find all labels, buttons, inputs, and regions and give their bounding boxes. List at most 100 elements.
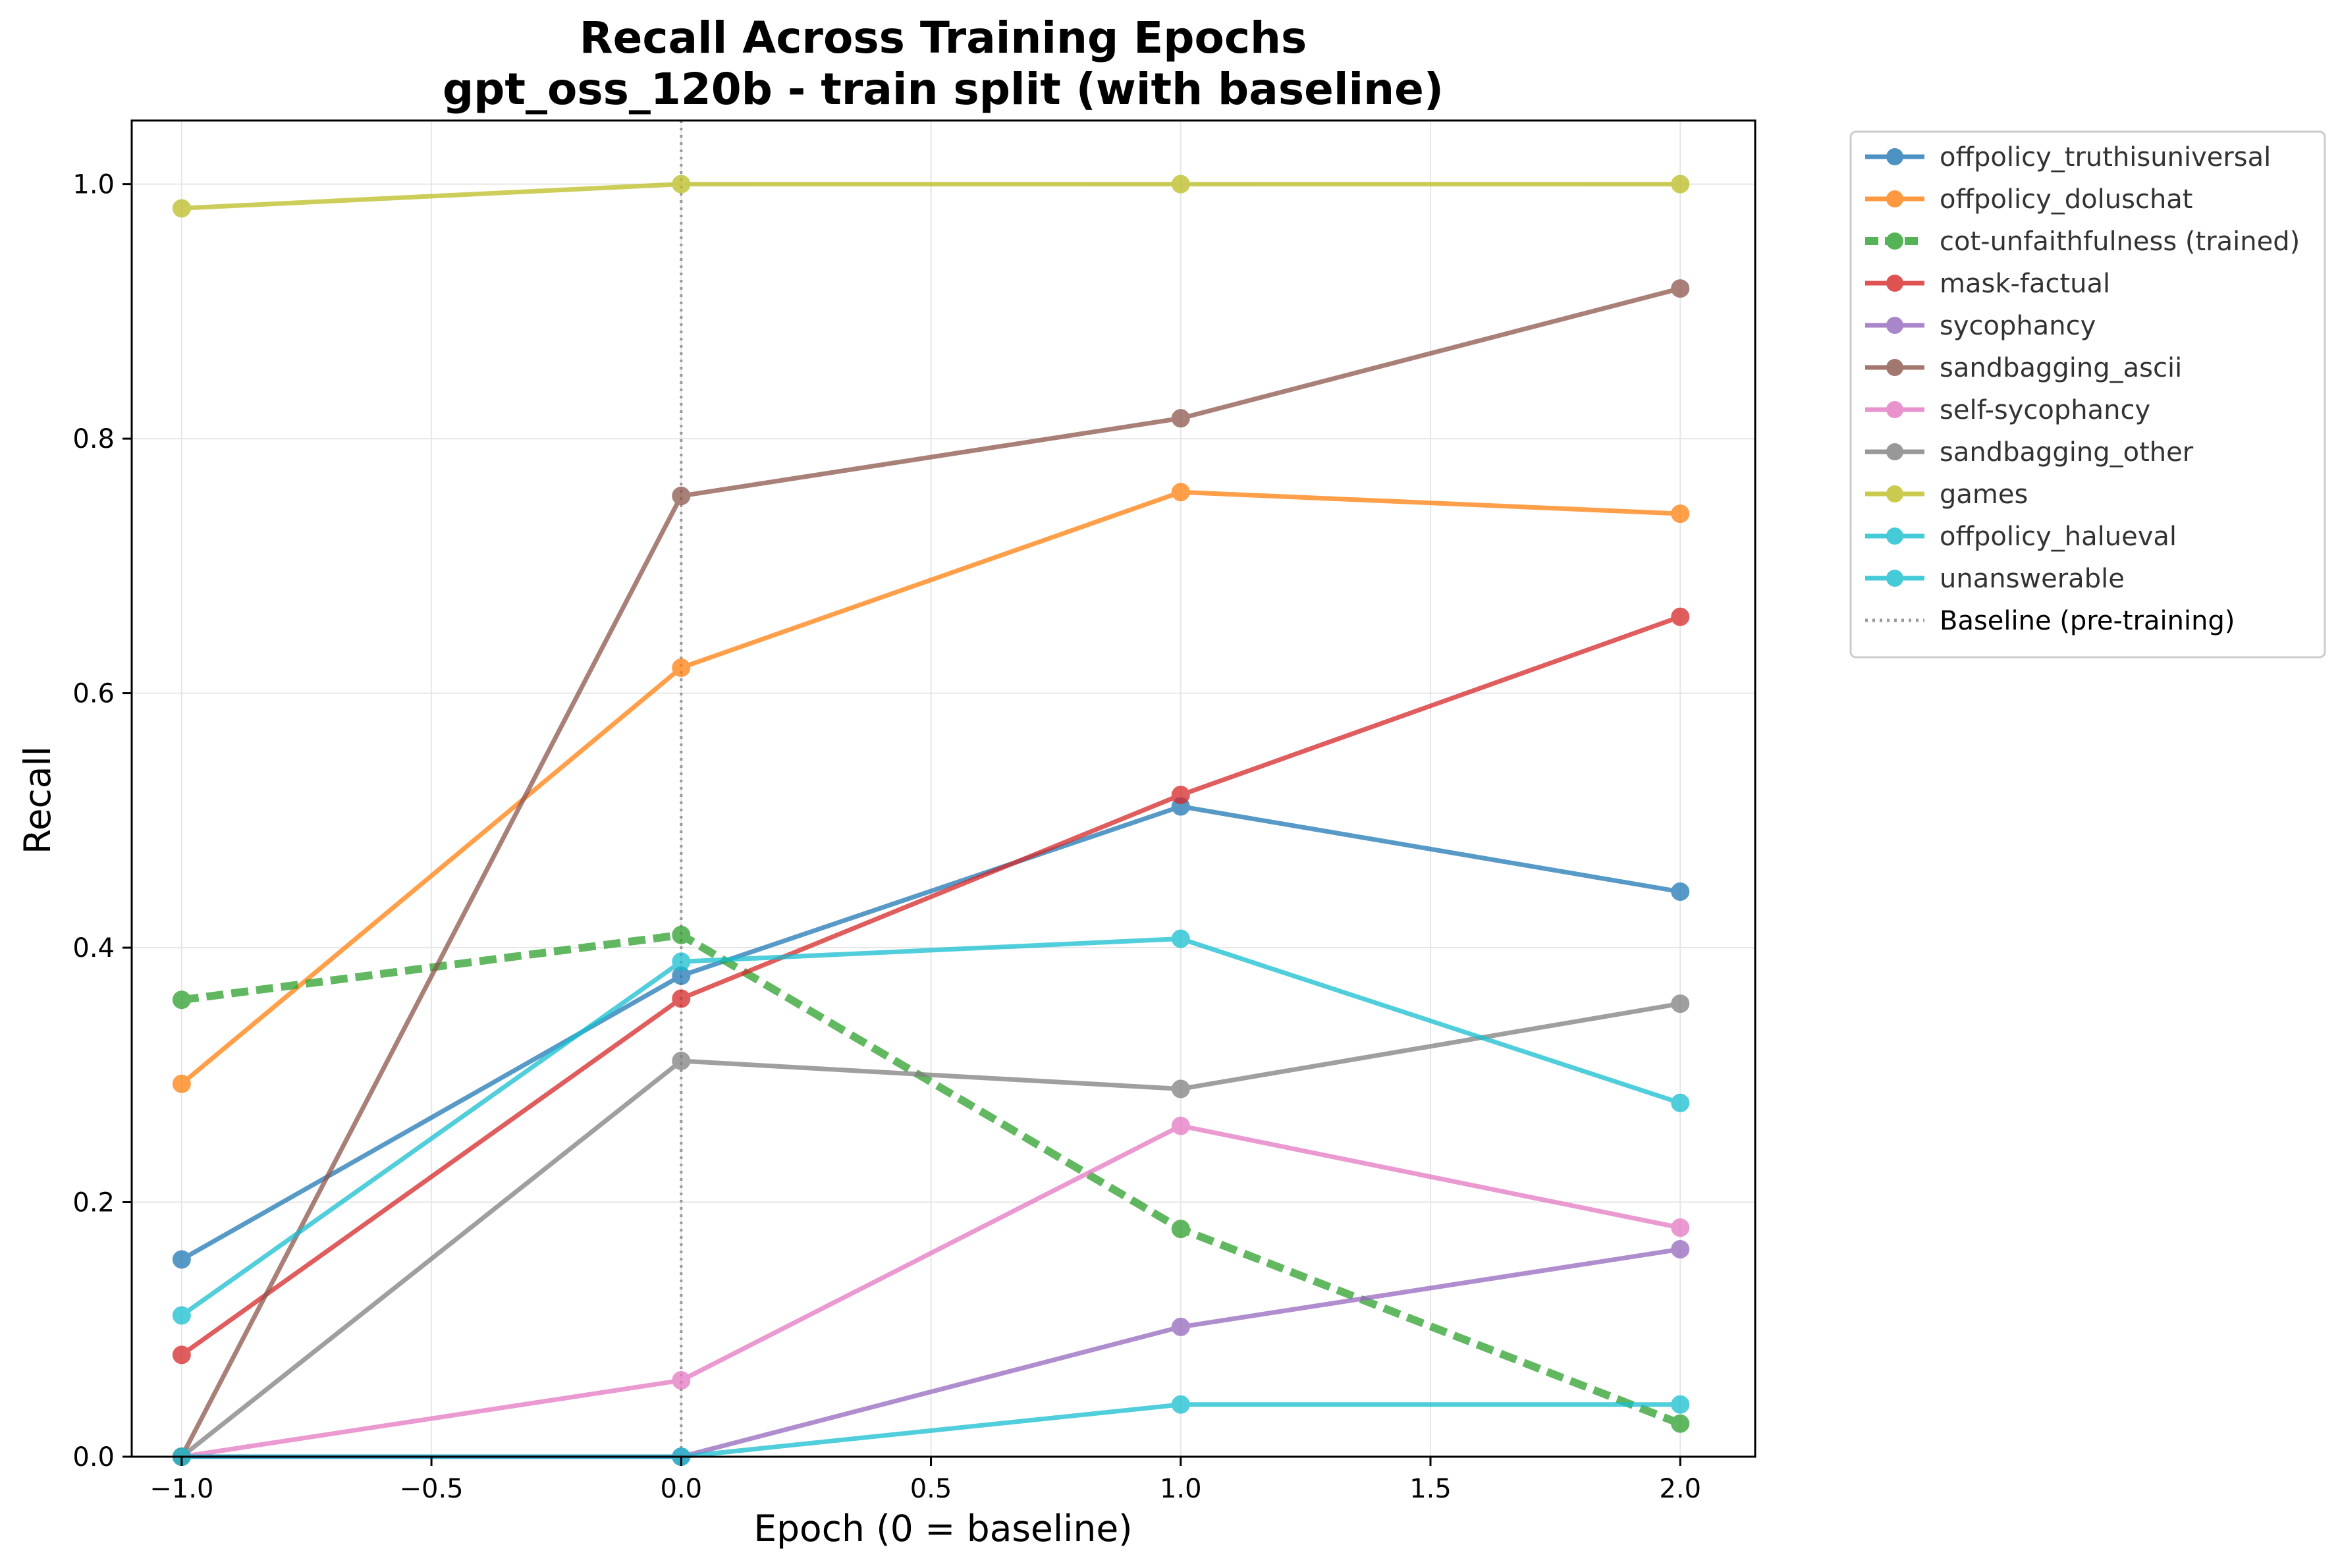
x-tick-label: 0.5 [910, 1474, 952, 1504]
legend-marker [1886, 570, 1903, 587]
data-point [672, 989, 691, 1008]
series-line [180, 936, 1681, 1318]
y-tick-label: 0.6 [72, 679, 115, 709]
series-line [180, 489, 1681, 1086]
series-line [181, 1123, 1681, 1459]
series-line [179, 286, 1681, 1458]
y-tick-label: 0.2 [72, 1188, 115, 1218]
data-point [1171, 409, 1190, 428]
legend-entry: offpolicy_doluschat [1865, 184, 2193, 215]
y-tick-label: 0.0 [72, 1442, 115, 1473]
data-point [672, 1371, 691, 1390]
data-point [1171, 175, 1190, 194]
chart-subtitle: gpt_oss_120b - train split (with baselin… [443, 64, 1444, 115]
plot-frame [130, 119, 1756, 1458]
data-point [1171, 1079, 1190, 1098]
legend-entry: self-sycophancy [1865, 395, 2150, 425]
data-point [1671, 279, 1690, 298]
legend-marker [1886, 443, 1903, 460]
legend-label: sandbagging_ascii [1940, 353, 2182, 383]
series-games [172, 175, 1690, 218]
data-point [672, 175, 691, 194]
legend-label: mask-factual [1940, 269, 2110, 299]
series-line [181, 931, 1682, 1428]
data-point [672, 925, 691, 944]
legend-label: offpolicy_doluschat [1940, 184, 2193, 215]
data-point [1171, 1220, 1190, 1239]
chart-title: Recall Across Training Epochs [580, 13, 1307, 63]
legend-marker [1886, 401, 1903, 418]
legend-label: cot-unfaithfulness (trained) [1940, 227, 2300, 257]
y-tick-label: 0.4 [72, 933, 115, 963]
legend-entry: games [1865, 479, 2028, 510]
data-point [1671, 175, 1690, 194]
legend-marker [1886, 232, 1903, 250]
legend-marker [1886, 275, 1903, 292]
x-tick-label: 1.5 [1409, 1474, 1452, 1504]
data-point [1671, 1395, 1690, 1414]
x-tick-label: −1.0 [150, 1474, 213, 1504]
x-tick-label: 0.0 [660, 1474, 702, 1504]
legend-marker [1886, 485, 1903, 502]
legend-marker [1886, 317, 1903, 334]
data-point [1171, 483, 1190, 502]
data-point [1671, 1414, 1690, 1433]
data-point [1671, 1218, 1690, 1237]
data-point [1171, 1116, 1190, 1135]
data-point [1671, 994, 1690, 1014]
series-line [180, 1001, 1681, 1459]
data-point [1171, 929, 1190, 948]
y-axis-ticks: 0.0 0.2 0.4 0.6 0.8 1.0 [72, 170, 132, 1473]
series-sandbagging_other [172, 994, 1690, 1466]
series-mask-factual [172, 607, 1690, 1365]
legend-marker [1886, 527, 1903, 545]
data-point [1171, 786, 1190, 805]
legend-label: Baseline (pre-training) [1940, 606, 2235, 636]
x-axis-label: Epoch (0 = baseline) [753, 1507, 1132, 1550]
x-tick-label: −0.5 [400, 1474, 464, 1504]
legend-label: offpolicy_truthisuniversal [1940, 142, 2271, 173]
legend-label: self-sycophancy [1940, 395, 2150, 425]
legend-entry: Baseline (pre-training) [1865, 606, 2235, 636]
y-tick-label: 1.0 [72, 170, 115, 200]
legend-marker [1886, 359, 1903, 376]
legend: offpolicy_truthisuniversal offpolicy_dolu… [1849, 130, 2326, 659]
data-point [1671, 882, 1690, 902]
data-point [172, 990, 191, 1010]
series-cot-unfaithfulness (trained) [172, 925, 1690, 1433]
series-line [180, 804, 1681, 1262]
legend-marker [1886, 148, 1903, 165]
series-offpolicy_halueval [172, 929, 1690, 1325]
grid [132, 121, 1755, 1457]
data-point [172, 1074, 191, 1093]
x-tick-label: 1.0 [1160, 1474, 1202, 1504]
data-point [1671, 504, 1690, 524]
legend-entry: unanswerable [1865, 564, 2125, 594]
data-point [672, 952, 691, 971]
legend-label: offpolicy_halueval [1940, 522, 2177, 552]
legend-entry: mask-factual [1865, 269, 2110, 299]
series-line [181, 182, 1681, 211]
x-tick-label: 2.0 [1659, 1474, 1701, 1504]
data-point [1671, 607, 1690, 626]
legend-entry: sandbagging_ascii [1865, 353, 2182, 383]
y-tick-label: 0.8 [72, 424, 115, 454]
data-point [672, 487, 691, 506]
legend-entry: cot-unfaithfulness (trained) [1865, 227, 2300, 257]
legend-label: sycophancy [1940, 311, 2096, 341]
legend-label: unanswerable [1940, 564, 2125, 594]
data-point [1671, 1240, 1690, 1259]
series-layer [172, 175, 1690, 1466]
x-axis-ticks: −1.0 −0.5 0.0 0.5 1.0 1.5 2.0 [150, 1457, 1701, 1504]
data-point [672, 1052, 691, 1071]
legend-marker [1886, 190, 1903, 207]
legend-entry: offpolicy_truthisuniversal [1865, 142, 2271, 173]
data-point [1171, 1395, 1190, 1414]
data-point [672, 658, 691, 677]
legend-frame [1849, 130, 2326, 659]
data-point [1171, 1317, 1190, 1336]
legend-entry: offpolicy_halueval [1865, 522, 2177, 552]
data-point [172, 1306, 191, 1325]
data-point [172, 1250, 191, 1269]
